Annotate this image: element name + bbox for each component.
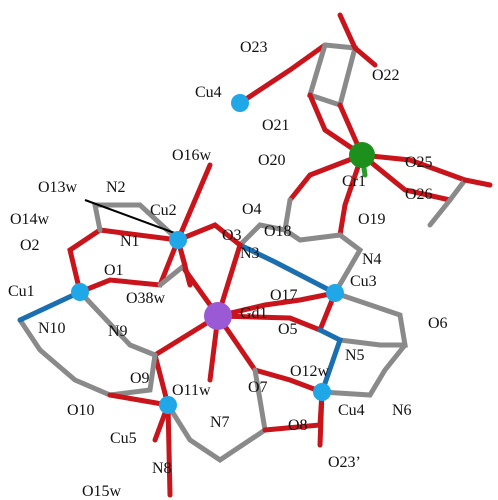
- atom-label: O23’: [328, 454, 361, 471]
- atom-label: O1: [104, 262, 124, 279]
- atom-label: O23: [240, 39, 268, 56]
- atom-label: O25: [405, 154, 433, 171]
- atom-label: Cu4: [195, 84, 222, 101]
- atom-label: O15w: [82, 483, 122, 500]
- atom-label: Cr1: [342, 173, 366, 190]
- atom: [313, 383, 331, 401]
- atom-label: O11w: [172, 382, 211, 399]
- atom-label: O3: [222, 227, 242, 244]
- atom-label: O7: [248, 379, 268, 396]
- atom-label: N5: [345, 347, 365, 364]
- atom-label: O19: [358, 211, 386, 228]
- atom: [231, 94, 249, 112]
- atom-label: N7: [210, 414, 230, 431]
- atom-label: O22: [372, 67, 400, 84]
- bonds: [17, 12, 493, 498]
- atom: [71, 283, 89, 301]
- atom: [326, 284, 344, 302]
- atom-label: N6: [392, 402, 412, 419]
- atom-label: O14w: [10, 211, 50, 228]
- atom-label: N10: [38, 320, 66, 337]
- atom-label: N4: [362, 251, 382, 268]
- atom-label: Cu3: [350, 273, 377, 290]
- atom-label: O2: [20, 237, 40, 254]
- atoms: [71, 94, 375, 414]
- atom-label: Cu1: [8, 283, 35, 300]
- atom-label: N2: [106, 179, 126, 196]
- atom-label: Gd1: [240, 305, 268, 322]
- atom-label: O12w: [290, 363, 330, 380]
- atom-label: N9: [108, 323, 128, 340]
- atom-label: O21: [262, 117, 290, 134]
- atom-label: O6: [428, 315, 448, 332]
- atom-label: O13w: [38, 179, 78, 196]
- atom-label: O26: [405, 186, 433, 203]
- atom: [169, 231, 187, 249]
- atom-label: Cu2: [150, 202, 177, 219]
- atom-label: N1: [120, 233, 140, 250]
- atom-label: N3: [240, 245, 260, 262]
- atom: [349, 142, 375, 168]
- atom: [159, 396, 177, 414]
- atom-label: Cu5: [110, 430, 137, 447]
- atom-label: O4: [242, 201, 262, 218]
- atom-label: O9: [130, 370, 150, 387]
- atom-label: O38w: [126, 290, 166, 307]
- atom-label: O17: [270, 287, 298, 304]
- atom-label: O8: [288, 417, 308, 434]
- atom-label: O20: [258, 152, 286, 169]
- atom-label: O18: [264, 223, 292, 240]
- atom-label: O16w: [172, 147, 212, 164]
- atom-label: Cu4: [338, 402, 365, 419]
- labels: Cu4 O23 O22 O21 O16w O20 O25 O13w N2 Cr1…: [8, 39, 448, 500]
- atom-label: N8: [152, 460, 172, 477]
- atom-label: O5: [278, 321, 298, 338]
- atom: [204, 302, 232, 330]
- atom-label: O10: [67, 402, 95, 419]
